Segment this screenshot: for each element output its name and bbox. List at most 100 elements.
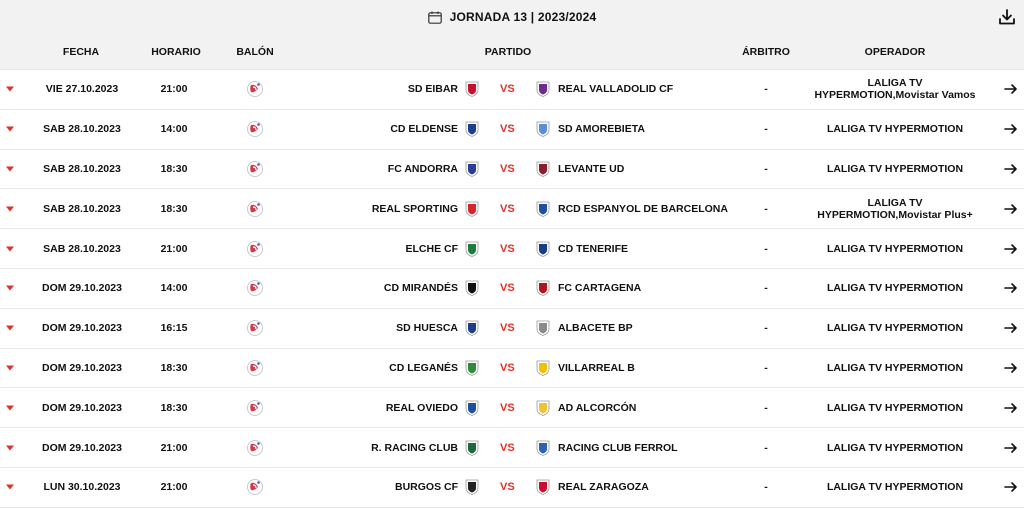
home-team-crest-icon — [465, 360, 479, 376]
home-team-crest-icon — [465, 320, 479, 337]
ball-icon — [247, 439, 263, 456]
table-row[interactable]: SAB 28.10.2023 14:00 CD ELDENSE VS SD AM… — [0, 110, 1024, 150]
home-team[interactable]: FC ANDORRA — [387, 162, 458, 175]
table-row[interactable]: DOM 29.10.2023 16:15 SD HUESCA VS ALBACE… — [0, 309, 1024, 349]
expand-caret-icon[interactable] — [6, 246, 14, 252]
away-team[interactable]: SD AMOREBIETA — [558, 123, 645, 136]
match-date: SAB 28.10.2023 — [43, 202, 121, 215]
away-team-crest-icon — [536, 241, 550, 257]
home-team[interactable]: ELCHE CF — [405, 242, 459, 255]
away-team[interactable]: FC CARTAGENA — [558, 282, 642, 295]
match-time: 14:00 — [160, 282, 188, 295]
match-referee: - — [764, 481, 768, 494]
expand-caret-icon[interactable] — [6, 126, 14, 132]
ball-icon — [247, 121, 263, 138]
download-icon[interactable] — [998, 8, 1016, 26]
home-team-crest-icon — [465, 81, 479, 98]
home-team-crest-icon — [465, 400, 479, 416]
match-operator: LALIGA TV HYPERMOTION — [826, 242, 964, 255]
arrow-right-icon[interactable] — [1004, 481, 1018, 493]
home-team[interactable]: SD EIBAR — [407, 83, 458, 96]
match-date: SAB 28.10.2023 — [43, 242, 121, 255]
match-date: DOM 29.10.2023 — [42, 282, 122, 295]
matchday-bar: JORNADA 13 | 2023/2024 — [0, 0, 1024, 34]
expand-caret-icon[interactable] — [6, 86, 14, 92]
away-team-crest-icon — [536, 280, 550, 297]
away-team[interactable]: AD ALCORCÓN — [558, 401, 637, 414]
arrow-right-icon[interactable] — [1004, 243, 1018, 255]
away-team[interactable]: ALBACETE BP — [558, 322, 633, 335]
home-team[interactable]: CD ELDENSE — [390, 123, 458, 136]
arrow-right-icon[interactable] — [1004, 282, 1018, 294]
expand-caret-icon[interactable] — [6, 166, 14, 172]
table-row[interactable]: DOM 29.10.2023 18:30 CD LEGANÉS VS VILLA… — [0, 349, 1024, 389]
match-time: 21:00 — [160, 242, 188, 255]
vs-label: VS — [500, 202, 515, 215]
home-team-crest-icon — [465, 161, 479, 177]
expand-caret-icon[interactable] — [6, 325, 14, 331]
match-operator: LALIGA TV HYPERMOTION,Movistar Vamos — [814, 77, 976, 102]
home-team[interactable]: SD HUESCA — [396, 322, 458, 335]
vs-label: VS — [500, 282, 515, 295]
away-team-crest-icon — [536, 81, 550, 98]
away-team[interactable]: REAL ZARAGOZA — [558, 481, 649, 494]
match-operator: LALIGA TV HYPERMOTION,Movistar Plus+ — [817, 196, 973, 221]
table-row[interactable]: SAB 28.10.2023 18:30 FC ANDORRA VS LEVAN… — [0, 150, 1024, 190]
home-team[interactable]: CD LEGANÉS — [389, 361, 458, 374]
expand-caret-icon[interactable] — [6, 484, 14, 490]
match-time: 18:30 — [160, 202, 188, 215]
away-team-crest-icon — [536, 360, 550, 376]
match-referee: - — [764, 83, 768, 96]
away-team[interactable]: RACING CLUB FERROL — [558, 441, 678, 454]
home-team-crest-icon — [465, 440, 479, 456]
match-operator: LALIGA TV HYPERMOTION — [826, 401, 964, 414]
away-team[interactable]: LEVANTE UD — [558, 162, 625, 175]
table-row[interactable]: SAB 28.10.2023 21:00 ELCHE CF VS CD TENE… — [0, 229, 1024, 269]
arrow-right-icon[interactable] — [1004, 402, 1018, 414]
match-referee: - — [764, 162, 768, 175]
match-time: 16:15 — [160, 322, 188, 335]
home-team[interactable]: R. RACING CLUB — [371, 441, 458, 454]
arrow-right-icon[interactable] — [1004, 203, 1018, 215]
away-team[interactable]: RCD ESPANYOL DE BARCELONA — [558, 202, 728, 215]
home-team[interactable]: BURGOS CF — [395, 481, 458, 494]
matchday-title: JORNADA 13 | 2023/2024 — [449, 10, 597, 24]
table-row[interactable]: DOM 29.10.2023 14:00 CD MIRANDÉS VS FC C… — [0, 269, 1024, 309]
match-time: 18:30 — [160, 361, 188, 374]
match-operator: LALIGA TV HYPERMOTION — [826, 282, 964, 295]
arrow-right-icon[interactable] — [1004, 322, 1018, 334]
table-row[interactable]: LUN 30.10.2023 21:00 BURGOS CF VS REAL Z… — [0, 468, 1024, 508]
away-team[interactable]: CD TENERIFE — [558, 242, 629, 255]
arrow-right-icon[interactable] — [1004, 123, 1018, 135]
arrow-right-icon[interactable] — [1004, 83, 1018, 95]
vs-label: VS — [500, 162, 515, 175]
home-team-crest-icon — [465, 241, 479, 257]
arrow-right-icon[interactable] — [1004, 442, 1018, 454]
table-row[interactable]: DOM 29.10.2023 18:30 REAL OVIEDO VS AD A… — [0, 388, 1024, 429]
column-header-operador: OPERADOR — [864, 46, 926, 58]
match-date: LUN 30.10.2023 — [43, 481, 121, 494]
expand-caret-icon[interactable] — [6, 445, 14, 451]
home-team[interactable]: REAL OVIEDO — [385, 401, 458, 414]
expand-caret-icon[interactable] — [6, 405, 14, 411]
away-team[interactable]: VILLARREAL B — [558, 361, 635, 374]
match-referee: - — [764, 441, 768, 454]
arrow-right-icon[interactable] — [1004, 163, 1018, 175]
home-team[interactable]: CD MIRANDÉS — [383, 282, 458, 295]
match-referee: - — [764, 361, 768, 374]
expand-caret-icon[interactable] — [6, 206, 14, 212]
column-header-partido: PARTIDO — [484, 46, 532, 58]
match-referee: - — [764, 401, 768, 414]
match-operator: LALIGA TV HYPERMOTION — [826, 481, 964, 494]
away-team[interactable]: REAL VALLADOLID CF — [558, 83, 674, 96]
table-row[interactable]: DOM 29.10.2023 21:00 R. RACING CLUB VS R… — [0, 428, 1024, 468]
match-date: SAB 28.10.2023 — [43, 123, 121, 136]
home-team[interactable]: REAL SPORTING — [371, 202, 458, 215]
ball-icon — [247, 240, 263, 257]
match-referee: - — [764, 123, 768, 136]
table-row[interactable]: SAB 28.10.2023 18:30 REAL SPORTING VS RC… — [0, 189, 1024, 230]
expand-caret-icon[interactable] — [6, 365, 14, 371]
table-row[interactable]: VIE 27.10.2023 21:00 SD EIBAR VS REAL VA… — [0, 70, 1024, 110]
expand-caret-icon[interactable] — [6, 285, 14, 291]
arrow-right-icon[interactable] — [1004, 362, 1018, 374]
